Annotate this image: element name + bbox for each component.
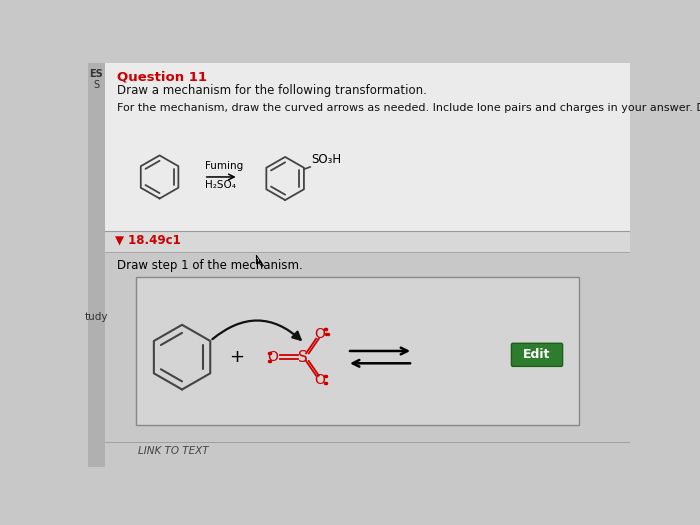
Text: Question 11: Question 11 [117,71,207,83]
Text: Edit: Edit [524,348,551,361]
Text: H₂SO₄: H₂SO₄ [205,180,237,190]
Text: LINK TO TEXT: LINK TO TEXT [138,446,209,456]
Bar [88,63,104,467]
Bar [136,277,579,425]
Text: For the mechanism, draw the curved arrows as needed. Include lone pairs and char: For the mechanism, draw the curved arrow… [117,103,700,113]
Text: Draw a mechanism for the following transformation.: Draw a mechanism for the following trans… [117,84,427,97]
Text: ▼ 18.49c1: ▼ 18.49c1 [116,234,181,247]
Text: tudy: tudy [84,312,108,322]
Bar [104,63,630,233]
Text: O: O [314,373,326,387]
Text: ES: ES [89,69,103,79]
Text: Fuming: Fuming [205,161,244,171]
Text: O: O [267,350,278,364]
FancyBboxPatch shape [512,343,563,366]
Text: O: O [314,327,326,341]
Text: S: S [298,350,308,365]
FancyArrowPatch shape [212,320,300,340]
Text: +: + [229,348,244,366]
Text: SO₃H: SO₃H [311,153,341,166]
Bar [104,231,630,253]
Text: Draw step 1 of the mechanism.: Draw step 1 of the mechanism. [117,259,302,271]
Text: S: S [93,80,99,90]
